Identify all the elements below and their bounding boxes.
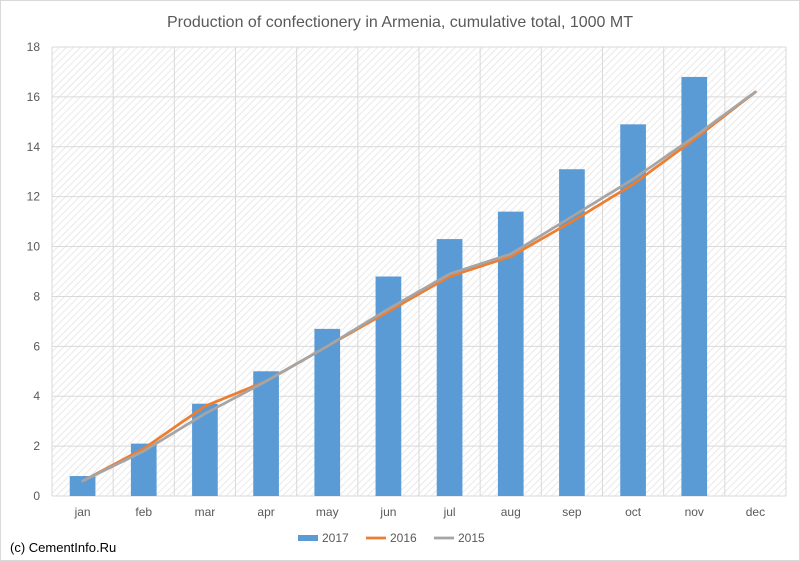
y-tick-label: 16 bbox=[27, 90, 41, 104]
bar bbox=[314, 328, 341, 496]
series-lines bbox=[81, 90, 757, 483]
chart-title: Production of confectionery in Armenia, … bbox=[167, 14, 633, 31]
y-tick-label: 14 bbox=[27, 140, 41, 154]
x-tick-label: nov bbox=[685, 505, 704, 519]
y-tick-label: 4 bbox=[33, 389, 40, 403]
x-tick-label: jun bbox=[379, 505, 396, 519]
x-tick-label: jul bbox=[443, 505, 456, 519]
x-tick-label: feb bbox=[135, 505, 152, 519]
y-tick-label: 10 bbox=[27, 240, 41, 254]
y-tick-label: 6 bbox=[33, 339, 40, 353]
legend-label-2017: 2017 bbox=[322, 531, 349, 545]
legend-label-2015: 2015 bbox=[458, 531, 485, 545]
y-tick-label: 8 bbox=[33, 289, 40, 303]
credit-text: (c) CementInfo.Ru bbox=[10, 540, 116, 555]
legend-swatch-2017 bbox=[298, 535, 318, 541]
series-line-2015 bbox=[81, 90, 757, 483]
y-tick-label: 18 bbox=[27, 40, 41, 54]
x-tick-label: aug bbox=[501, 505, 521, 519]
y-axis-ticks: 0 2 4 6 8 10 12 14 16 18 bbox=[27, 40, 41, 503]
bars-2017 bbox=[69, 76, 708, 497]
x-tick-label: sep bbox=[562, 505, 582, 519]
y-tick-label: 12 bbox=[27, 190, 41, 204]
x-tick-label: apr bbox=[257, 505, 274, 519]
bar bbox=[192, 403, 218, 496]
bar bbox=[620, 124, 646, 497]
gridlines bbox=[51, 46, 787, 497]
x-tick-label: jan bbox=[74, 505, 91, 519]
x-tick-label: mar bbox=[195, 505, 216, 519]
x-tick-label: dec bbox=[746, 505, 765, 519]
x-axis-ticks: jan feb mar apr may jun jul aug sep oct nov dec bbox=[74, 505, 766, 519]
series-line-2016 bbox=[81, 90, 757, 483]
legend-label-2016: 2016 bbox=[390, 531, 417, 545]
x-tick-label: may bbox=[316, 505, 339, 519]
bar bbox=[69, 476, 96, 496]
bar bbox=[253, 371, 279, 496]
legend: 2017 2016 2015 bbox=[298, 531, 485, 545]
y-tick-label: 0 bbox=[33, 489, 40, 503]
x-tick-label: oct bbox=[625, 505, 642, 519]
bar bbox=[559, 169, 585, 496]
y-tick-label: 2 bbox=[33, 439, 40, 453]
